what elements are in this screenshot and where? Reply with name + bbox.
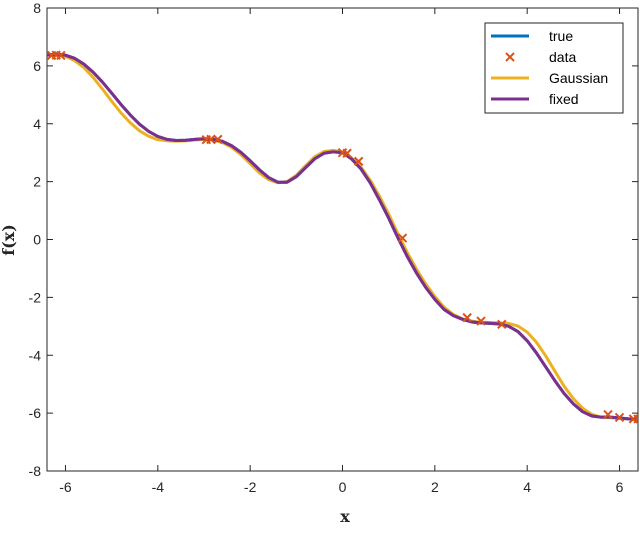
x-tick-label: 2 bbox=[431, 479, 439, 495]
y-tick-label: -2 bbox=[29, 289, 42, 305]
data-point bbox=[342, 148, 352, 158]
y-tick-label: 6 bbox=[33, 58, 41, 74]
data-point bbox=[497, 319, 507, 329]
legend-label-true: true bbox=[549, 28, 573, 44]
x-axis-label: x bbox=[340, 507, 350, 526]
data-point bbox=[476, 316, 486, 326]
y-tick-label: 8 bbox=[33, 0, 41, 16]
y-tick-label: -8 bbox=[29, 463, 42, 479]
legend: true data Gaussian fixed bbox=[484, 22, 624, 114]
legend-swatch-data bbox=[505, 52, 515, 62]
y-tick-label: 2 bbox=[33, 174, 41, 190]
data-point bbox=[206, 134, 216, 145]
x-tick-label: -2 bbox=[244, 479, 257, 495]
data-point bbox=[633, 414, 638, 424]
data-point bbox=[614, 412, 625, 423]
y-tick-label: 4 bbox=[33, 116, 41, 132]
data-point bbox=[462, 312, 472, 323]
series-group bbox=[47, 50, 638, 424]
data-point bbox=[213, 134, 223, 145]
y-axis-label: f(x) bbox=[0, 224, 18, 256]
series-layer bbox=[47, 50, 638, 424]
data-point bbox=[353, 156, 364, 167]
axis-ticks: -6 -4 -2 0 2 4 6 -8 -6 -4 -2 0 2 4 6 8 bbox=[29, 0, 638, 495]
y-tick-label: -4 bbox=[29, 347, 42, 363]
legend-label-gaussian: Gaussian bbox=[549, 70, 608, 86]
x-tick-label: 4 bbox=[523, 479, 531, 495]
data-point bbox=[56, 50, 66, 61]
x-tick-label: -6 bbox=[59, 479, 72, 495]
x-tick-label: 0 bbox=[339, 479, 347, 495]
y-tick-label: 0 bbox=[33, 232, 41, 248]
y-tick-label: -6 bbox=[29, 405, 42, 421]
x-tick-label: -4 bbox=[152, 479, 165, 495]
data-point bbox=[603, 409, 613, 420]
legend-label-data: data bbox=[549, 49, 576, 65]
x-tick-label: 6 bbox=[616, 479, 624, 495]
data-point bbox=[397, 233, 408, 243]
legend-label-fixed: fixed bbox=[549, 91, 579, 107]
